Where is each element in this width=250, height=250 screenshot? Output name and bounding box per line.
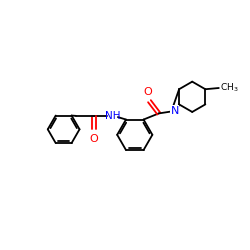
Text: N: N: [170, 106, 179, 116]
Text: O: O: [144, 87, 152, 97]
Text: NH: NH: [105, 111, 120, 121]
Text: CH$_3$: CH$_3$: [220, 82, 239, 94]
Text: O: O: [90, 134, 98, 144]
